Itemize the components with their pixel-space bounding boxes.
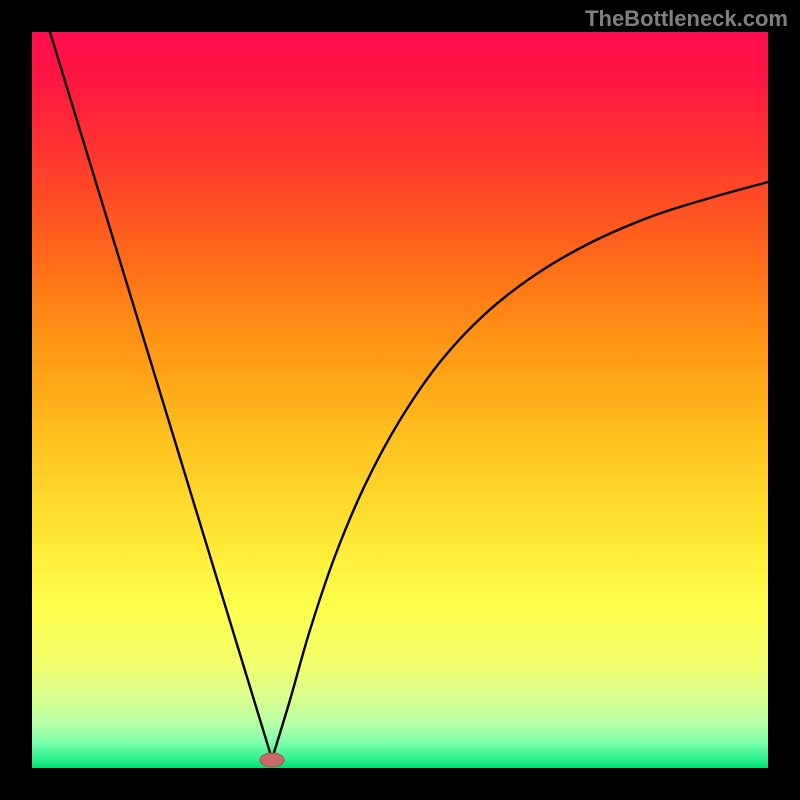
minimum-marker [258,751,286,769]
curve-overlay [0,0,800,800]
watermark-label: TheBottleneck.com [585,6,788,32]
